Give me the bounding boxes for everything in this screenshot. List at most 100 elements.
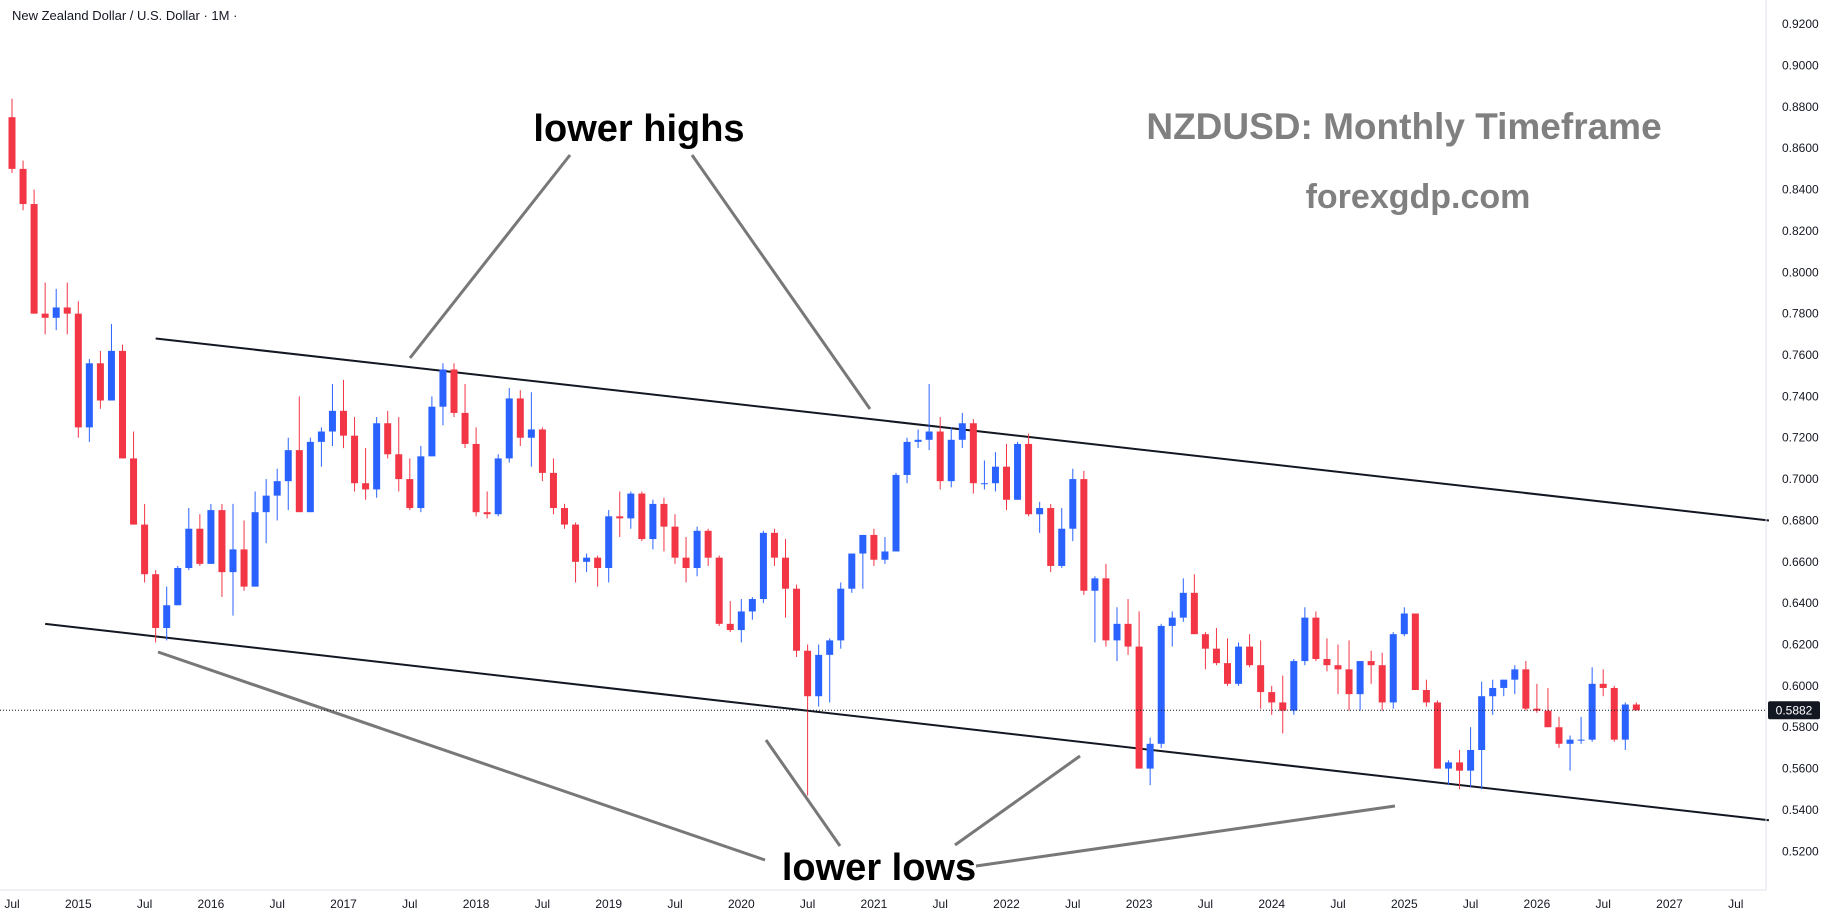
- candle: [406, 458, 414, 511]
- candle: [1246, 634, 1254, 668]
- candle-body: [328, 410, 336, 432]
- candle-body: [991, 466, 999, 484]
- candle-body: [1301, 617, 1309, 662]
- candle-body: [1621, 704, 1629, 740]
- candle-body: [373, 423, 381, 490]
- candle-body: [1246, 646, 1254, 666]
- candle-body: [969, 423, 977, 484]
- candle: [848, 553, 856, 593]
- candle: [196, 514, 204, 566]
- candle-body: [1389, 634, 1397, 703]
- symbol-header[interactable]: New Zealand Dollar / U.S. Dollar · 1M ·: [12, 8, 237, 23]
- candle-body: [362, 483, 370, 490]
- candle-body: [218, 510, 226, 573]
- candle: [41, 282, 49, 335]
- candle: [583, 553, 591, 573]
- candle: [8, 98, 16, 174]
- candle: [538, 427, 546, 482]
- candle: [804, 644, 812, 796]
- candle: [262, 479, 270, 544]
- price-tick-label: 0.5200: [1782, 844, 1819, 858]
- price-tick-label: 0.7600: [1782, 348, 1819, 362]
- price-tick-label: 0.8600: [1782, 141, 1819, 155]
- candle: [991, 452, 999, 492]
- candle: [1135, 611, 1143, 769]
- candle-body: [516, 398, 524, 438]
- candle: [505, 388, 513, 463]
- candle-body: [240, 549, 248, 587]
- candle-body: [1566, 739, 1574, 744]
- price-tick-label: 0.6400: [1782, 596, 1819, 610]
- candle-body: [1091, 578, 1099, 591]
- candle-body: [52, 307, 60, 318]
- candle: [859, 534, 867, 589]
- time-tick-label: 2022: [993, 897, 1020, 911]
- candle-body: [1599, 683, 1607, 688]
- candle-body: [527, 429, 535, 438]
- candle-body: [1003, 466, 1010, 500]
- candle: [218, 503, 226, 597]
- candle: [770, 528, 778, 566]
- candle-body: [130, 458, 138, 525]
- candle-body: [207, 510, 215, 564]
- candle: [1566, 735, 1574, 771]
- watermark-title: NZDUSD: Monthly Timeframe: [1146, 106, 1661, 147]
- price-axis[interactable]: 0.9200 0.9000 0.8800 0.8600 0.8400 0.8200 0.80…: [1782, 17, 1819, 858]
- time-tick-label: Jul: [137, 897, 152, 911]
- candle: [693, 526, 701, 577]
- candle: [130, 431, 138, 525]
- candle: [980, 460, 988, 490]
- price-tick-label: 0.5400: [1782, 803, 1819, 817]
- time-tick-label: Jul: [535, 897, 550, 911]
- time-tick-label: 2019: [595, 897, 622, 911]
- candle: [1235, 642, 1243, 686]
- candle: [174, 565, 182, 606]
- candle: [251, 491, 259, 587]
- candle-body: [63, 307, 71, 314]
- candle-body: [793, 588, 801, 651]
- candle: [384, 410, 392, 459]
- candle-body: [914, 439, 922, 442]
- candle-body: [174, 568, 182, 606]
- candle: [1588, 667, 1596, 742]
- candle: [726, 601, 734, 633]
- candle: [1058, 508, 1066, 569]
- annotation-pointer: [975, 804, 1396, 868]
- candle-body: [1400, 613, 1408, 635]
- candle-body: [196, 528, 204, 564]
- candle-body: [1610, 687, 1618, 740]
- annotation-lower-lows: lower lows: [782, 847, 976, 889]
- candle-body: [163, 605, 171, 628]
- candle-body: [605, 516, 613, 569]
- candle: [1201, 632, 1209, 670]
- candle: [925, 383, 933, 451]
- candle-body: [1257, 665, 1265, 693]
- time-axis[interactable]: Jul 2015 Jul 2016 Jul 2017 Jul 2018 Jul 2019 Jul 20…: [4, 897, 1743, 911]
- candle-body: [1345, 669, 1353, 695]
- candle: [273, 468, 281, 521]
- last-price-tag-label: 0.5882: [1776, 703, 1813, 717]
- candle-body: [41, 313, 49, 318]
- candle: [1511, 665, 1519, 695]
- candle: [163, 586, 171, 641]
- candle: [472, 427, 480, 517]
- candle-body: [980, 483, 988, 485]
- candle-body: [1036, 508, 1044, 515]
- candle: [649, 499, 657, 550]
- candle-body: [1378, 665, 1386, 703]
- candle-body: [141, 524, 149, 575]
- candle: [30, 189, 38, 314]
- candle-body: [1422, 690, 1430, 703]
- candle-body: [417, 456, 425, 509]
- candle-body: [428, 406, 436, 457]
- candle: [1522, 661, 1530, 711]
- candle-body: [1168, 617, 1176, 626]
- candle-body: [1632, 704, 1640, 711]
- price-tick-label: 0.8800: [1782, 100, 1819, 114]
- candle-body: [936, 431, 944, 482]
- candle-body: [682, 557, 690, 569]
- candle: [52, 288, 60, 331]
- candle: [561, 503, 568, 529]
- candle-body: [826, 640, 834, 655]
